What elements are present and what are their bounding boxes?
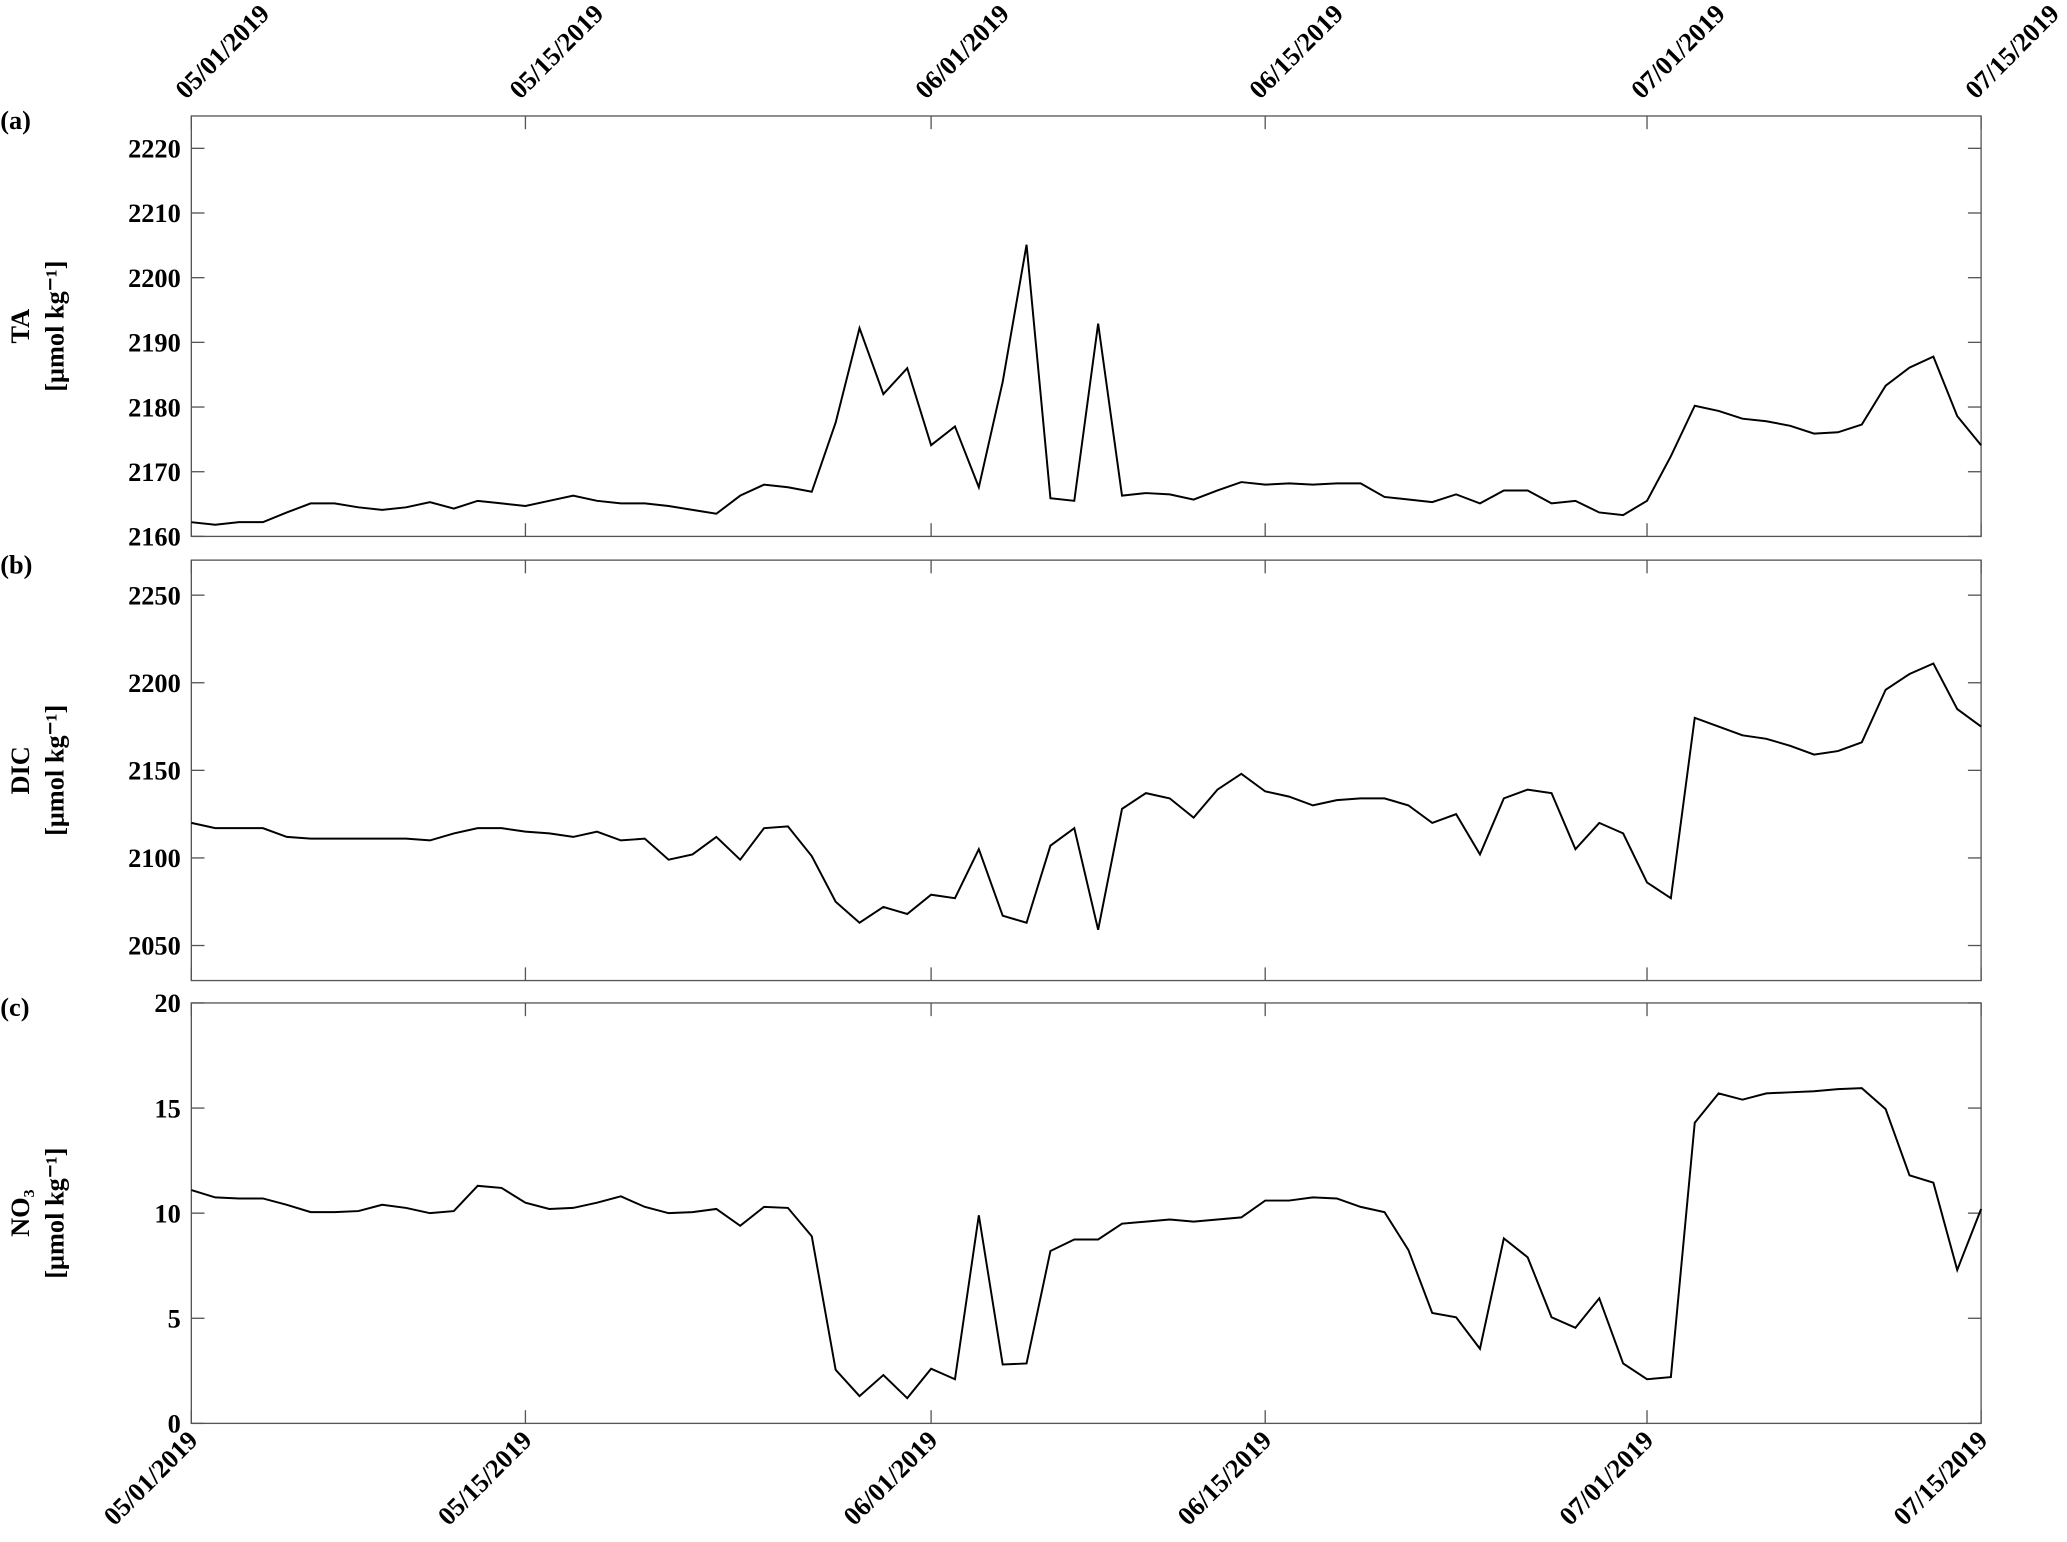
y-axis-label: TA: [6, 309, 35, 344]
y-axis-label: NO₃: [6, 1189, 35, 1237]
x-tick-label: 07/15/2019: [1960, 0, 2065, 104]
y-axis-label: [μmol kg⁻¹]: [40, 705, 69, 836]
x-tick-label: 05/15/2019: [504, 0, 609, 104]
y-tick-label: 2100: [128, 844, 181, 873]
y-tick-label: 10: [154, 1199, 180, 1228]
x-tick-label: 06/01/2019: [910, 0, 1015, 104]
x-tick-label: 07/15/2019: [1888, 1426, 1993, 1531]
axes-frame: [190, 559, 1982, 982]
y-tick-label: 2210: [128, 199, 181, 228]
panel-label: (c): [0, 993, 29, 1022]
y-tick-label: 2200: [128, 669, 181, 698]
y-axis-label: [μmol kg⁻¹]: [40, 1148, 69, 1279]
axes-frame: [190, 115, 1982, 538]
y-tick-label: 0: [168, 1410, 181, 1439]
y-axis-label: DIC: [6, 746, 35, 794]
data-line: [191, 662, 1982, 930]
x-tick-label: 06/01/2019: [838, 1426, 943, 1531]
x-tick-label: 05/01/2019: [98, 1426, 203, 1531]
y-tick-label: 20: [154, 989, 180, 1018]
y-axis-label: [μmol kg⁻¹]: [40, 261, 69, 392]
x-tick-label: 05/15/2019: [432, 1426, 537, 1531]
y-tick-label: 2250: [128, 581, 181, 610]
panel-label: (a): [0, 106, 31, 135]
panel-label: (b): [0, 550, 32, 579]
y-tick-label: 2200: [128, 264, 181, 293]
data-line: [191, 1087, 1983, 1400]
x-tick-label: 07/01/2019: [1554, 1426, 1659, 1531]
axes-frame: [190, 1002, 1982, 1425]
y-tick-label: 2150: [128, 757, 181, 786]
x-tick-label: 06/15/2019: [1244, 0, 1349, 104]
y-tick-label: 2180: [128, 393, 181, 422]
y-tick-label: 15: [154, 1094, 180, 1123]
x-tick-label: 06/15/2019: [1172, 1426, 1277, 1531]
data-line: [191, 244, 1982, 526]
y-tick-label: 2170: [128, 458, 181, 487]
x-tick-label: 05/01/2019: [170, 0, 275, 104]
y-tick-label: 2050: [128, 932, 181, 961]
y-tick-label: 2190: [128, 329, 181, 358]
y-tick-label: 2160: [128, 523, 181, 552]
y-tick-label: 5: [168, 1305, 181, 1334]
x-tick-label: 07/01/2019: [1625, 0, 1730, 104]
y-tick-label: 2220: [128, 135, 181, 164]
